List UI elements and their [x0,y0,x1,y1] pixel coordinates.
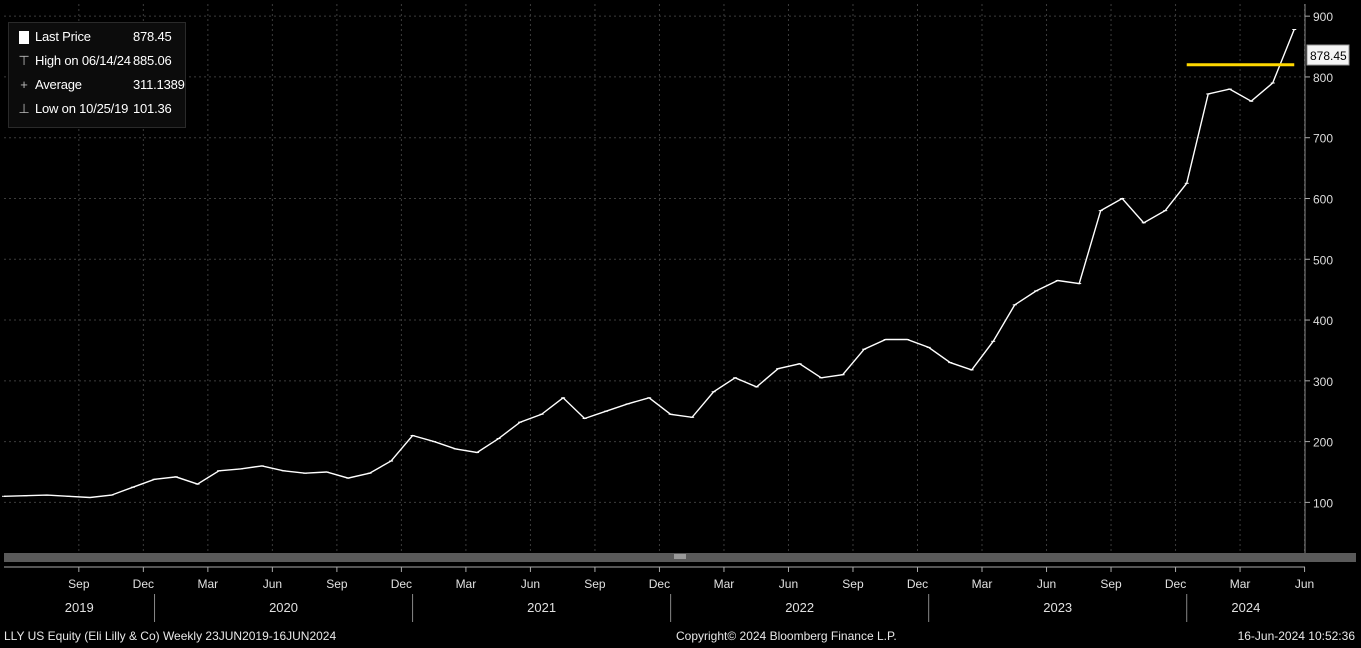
x-tick-label: Sep [842,577,864,591]
y-tick-label: 400 [1313,314,1333,328]
last-price-tag-text: 878.45 [1310,49,1347,63]
x-tick-label: Mar [198,577,219,591]
price-series [2,29,1297,499]
y-tick-label: 100 [1313,496,1333,510]
scrollbar-grip[interactable] [674,554,686,559]
legend-box: Last Price 878.45 ⊤ High on 06/14/24 885… [8,22,186,128]
x-tick-label: Jun [1037,577,1056,591]
y-axis-ticks: 100 200 300 400 500 600 700 800 900 [1305,10,1333,510]
last-price-tag: 878.45 [1306,44,1350,66]
x-tick-label: Dec [649,577,670,591]
legend-high-value: 885.06 [133,53,172,68]
x-tick-label: Dec [391,577,412,591]
plot-area [4,4,1305,551]
high-marker-icon: ⊤ [18,53,30,68]
x-year-label: 2022 [785,600,814,615]
y-tick-label: 200 [1313,436,1333,450]
footer-timestamp: 16-Jun-2024 10:52:36 [1237,629,1355,643]
legend-last-value: 878.45 [133,29,172,44]
x-tick-label: Sep [584,577,606,591]
y-tick-label: 900 [1313,10,1333,24]
x-tick-label: Jun [521,577,540,591]
y-tick-label: 800 [1313,71,1333,85]
x-tick-label: Mar [456,577,477,591]
grid-lines [4,4,1306,551]
legend-row-last: Last Price 878.45 [15,27,181,47]
footer-copyright: Copyright© 2024 Bloomberg Finance L.P. [676,629,897,643]
legend-high-label: High on 06/14/24 [35,53,131,68]
y-tick-label: 300 [1313,375,1333,389]
average-marker-icon: + [20,77,28,92]
y-tick-label: 500 [1313,253,1333,267]
last-price-swatch-icon [15,27,33,47]
x-axis-years: 2019 2020 2021 2022 2023 2024 [65,594,1260,622]
x-year-label: 2020 [269,600,298,615]
x-tick-label: Sep [1100,577,1122,591]
legend-row-low: ⊥ Low on 10/25/19 101.36 [15,99,181,119]
x-tick-label: Jun [779,577,798,591]
legend-last-label: Last Price [35,29,91,44]
legend-row-average: + Average 311.1389 [15,75,185,95]
low-marker-icon: ⊥ [18,101,30,116]
legend-low-value: 101.36 [133,101,172,116]
y-tick-label: 700 [1313,132,1333,146]
x-year-label: 2019 [65,600,94,615]
x-tick-label: Dec [907,577,928,591]
x-tick-label: Mar [972,577,993,591]
x-tick-label: Dec [1165,577,1186,591]
x-tick-label: Mar [714,577,735,591]
legend-row-high: ⊤ High on 06/14/24 885.06 [15,51,181,71]
x-axis-ticks: Sep Dec Mar Jun Sep Dec Mar Jun Sep Dec Mar Jun Sep D… [68,567,1314,591]
x-tick-label: Sep [68,577,90,591]
x-tick-label: Mar [1230,577,1251,591]
legend-average-value: 311.1389 [133,77,185,92]
legend-low-label: Low on 10/25/19 [35,101,129,116]
footer-bar: LLY US Equity (Eli Lilly & Co) Weekly 23… [0,626,1361,648]
x-tick-label: Jun [263,577,282,591]
y-tick-label: 600 [1313,192,1333,206]
x-tick-label: Jun [1295,577,1314,591]
x-year-label: 2024 [1231,600,1260,615]
footer-security: LLY US Equity (Eli Lilly & Co) Weekly 23… [4,629,337,643]
x-year-label: 2023 [1043,600,1072,615]
legend-average-label: Average [35,77,82,92]
x-year-label: 2021 [527,600,556,615]
x-tick-label: Sep [326,577,348,591]
x-tick-label: Dec [133,577,154,591]
